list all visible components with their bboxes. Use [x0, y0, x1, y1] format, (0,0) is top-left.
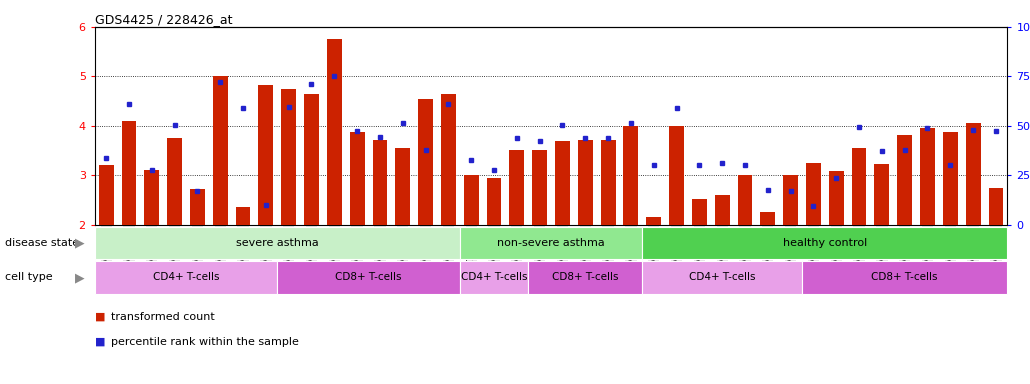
Bar [236, 207, 250, 225]
Bar [418, 99, 433, 225]
Bar [600, 140, 616, 225]
Bar [578, 140, 592, 225]
Text: ▶: ▶ [75, 271, 84, 284]
Bar [464, 175, 479, 225]
Text: CD4+ T-cells: CD4+ T-cells [152, 272, 219, 283]
Text: CD8+ T-cells: CD8+ T-cells [871, 272, 938, 283]
Bar [897, 135, 913, 225]
Bar [373, 140, 387, 225]
Bar [327, 39, 342, 225]
Text: non-severe asthma: non-severe asthma [497, 238, 605, 248]
Bar [829, 171, 844, 225]
Text: cell type: cell type [5, 272, 53, 283]
Bar [533, 151, 547, 225]
Bar [874, 164, 889, 225]
Bar [966, 123, 981, 225]
Bar [989, 187, 1003, 225]
Text: transformed count: transformed count [111, 312, 215, 322]
Bar [441, 94, 456, 225]
Text: disease state: disease state [5, 238, 79, 248]
Bar [692, 199, 707, 225]
Bar [486, 178, 502, 225]
Bar [737, 175, 752, 225]
Bar [167, 138, 182, 225]
Bar [920, 128, 935, 225]
Text: CD4+ T-cells: CD4+ T-cells [460, 272, 527, 283]
Bar [99, 166, 113, 225]
Bar [213, 76, 228, 225]
Bar [555, 141, 570, 225]
Bar [510, 151, 524, 225]
Bar [646, 217, 661, 225]
Text: ■: ■ [95, 337, 105, 347]
Text: ▶: ▶ [75, 237, 84, 249]
Bar [670, 126, 684, 225]
Bar [396, 148, 410, 225]
Bar [806, 163, 821, 225]
Text: CD4+ T-cells: CD4+ T-cells [689, 272, 755, 283]
Bar [623, 126, 639, 225]
Bar [942, 132, 958, 225]
Bar [760, 212, 776, 225]
Text: ■: ■ [95, 312, 105, 322]
Text: GDS4425 / 228426_at: GDS4425 / 228426_at [95, 13, 232, 26]
Bar [715, 195, 729, 225]
Bar [259, 85, 273, 225]
Text: CD8+ T-cells: CD8+ T-cells [552, 272, 619, 283]
Bar [783, 175, 798, 225]
Bar [304, 94, 319, 225]
Text: severe asthma: severe asthma [236, 238, 318, 248]
Text: percentile rank within the sample: percentile rank within the sample [111, 337, 299, 347]
Bar [122, 121, 136, 225]
Bar [350, 132, 365, 225]
Bar [144, 170, 160, 225]
Text: healthy control: healthy control [783, 238, 867, 248]
Bar [281, 89, 296, 225]
Bar [190, 189, 205, 225]
Bar [852, 148, 866, 225]
Text: CD8+ T-cells: CD8+ T-cells [336, 272, 402, 283]
